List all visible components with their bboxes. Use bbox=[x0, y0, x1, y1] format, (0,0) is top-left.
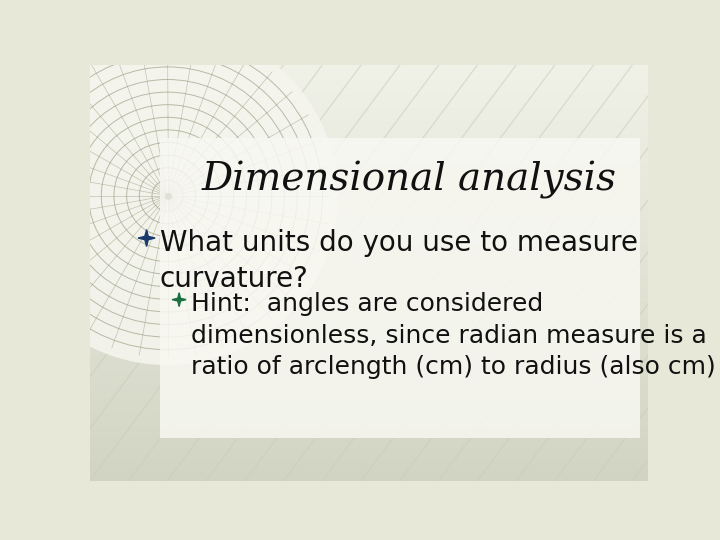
Text: What units do you use to measure
curvature?: What units do you use to measure curvatu… bbox=[160, 229, 638, 293]
Polygon shape bbox=[172, 293, 186, 307]
Text: Dimensional analysis: Dimensional analysis bbox=[202, 161, 617, 199]
FancyBboxPatch shape bbox=[160, 138, 640, 438]
Circle shape bbox=[0, 26, 338, 365]
Text: Hint:  angles are considered
dimensionless, since radian measure is a
ratio of a: Hint: angles are considered dimensionles… bbox=[191, 292, 716, 379]
Polygon shape bbox=[138, 230, 155, 247]
